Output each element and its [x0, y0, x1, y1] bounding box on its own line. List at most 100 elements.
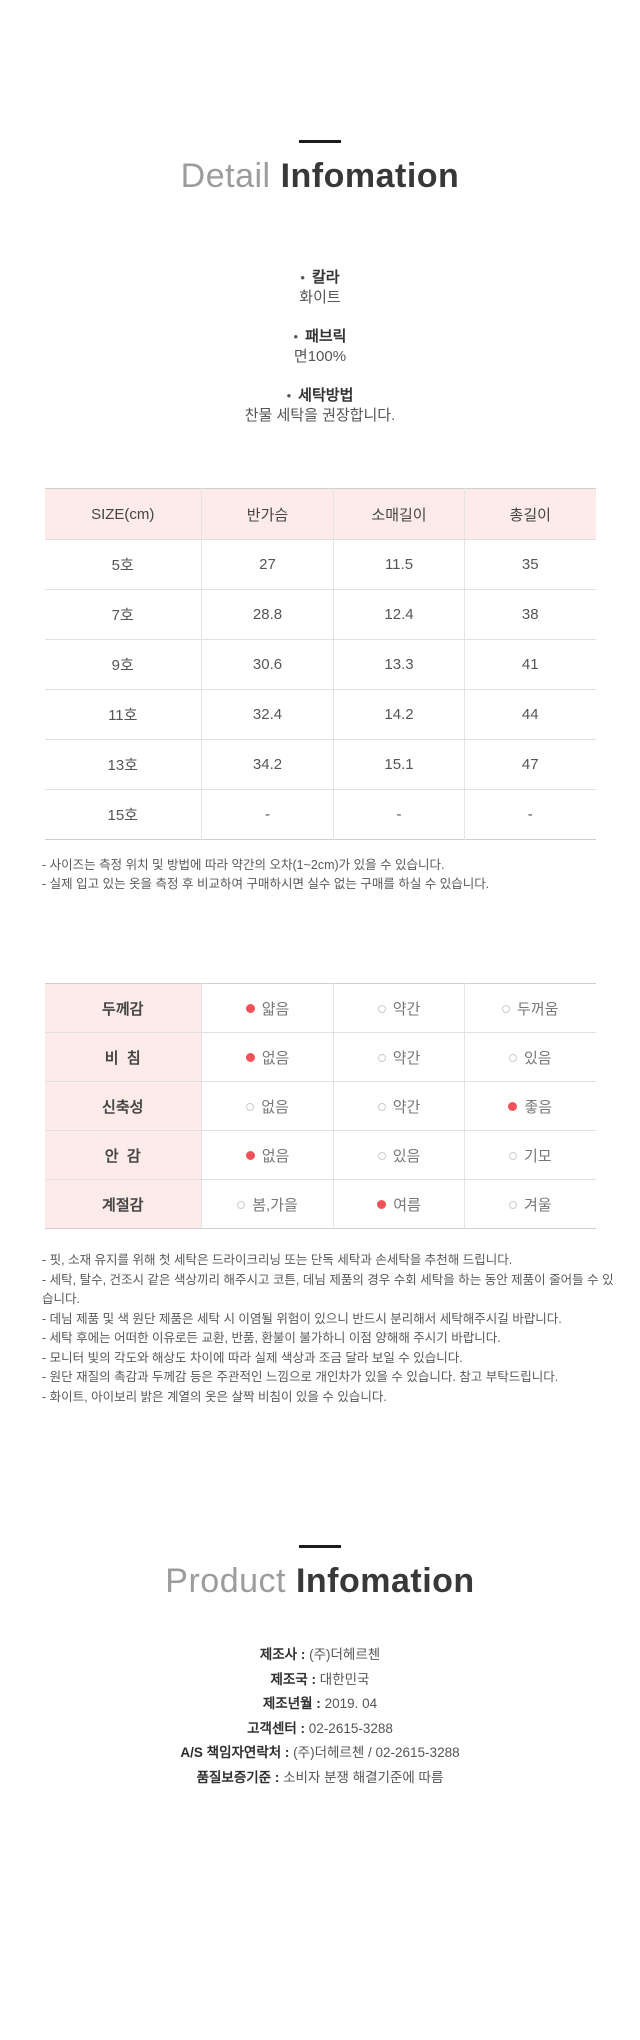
- unselected-dot-icon: [377, 1004, 386, 1013]
- feature-option-label: 약간: [392, 1000, 421, 1018]
- selected-dot-icon: [245, 1151, 255, 1161]
- size-table-row: 13호 34.2 15.1 47: [44, 739, 596, 790]
- size-cell-value: 30.6: [201, 639, 334, 690]
- size-cell-value: 38: [464, 589, 596, 640]
- size-cell-value: 32.4: [201, 689, 334, 740]
- feature-option: 있음: [464, 1032, 596, 1082]
- size-cell-value: 15.1: [333, 739, 465, 790]
- feature-table-body: 두께감 얇음 약간 두꺼움 비 침 없음 약간 있음 신축성 없음 약간 좋음 안 감 없음 있음 기모 계절감…: [44, 983, 596, 1229]
- size-cell-label: 13호: [44, 739, 202, 790]
- feature-option-label: 없음: [261, 1098, 289, 1116]
- size-cell-value: 27: [201, 539, 334, 590]
- size-note-line: - 사이즈는 측정 위치 및 방법에 따라 약간의 오차(1~2cm)가 있을 …: [42, 858, 445, 872]
- feature-option-label: 있음: [392, 1147, 421, 1165]
- product-info-value: 소비자 분쟁 해결기준에 따름: [283, 1769, 444, 1785]
- product-info-label: 제조사 :: [259, 1647, 310, 1662]
- product-info-value: 대한민국: [319, 1671, 370, 1687]
- spec-label: 세탁방법: [0, 386, 640, 406]
- feature-table-row: 두께감 얇음 약간 두꺼움: [44, 983, 596, 1033]
- size-cell-label: 15호: [44, 789, 202, 840]
- size-table-body: 5호 27 11.5 35 7호 28.8 12.4 38 9호 30.6 13.3 41 11호 32.…: [44, 539, 596, 840]
- unselected-dot-icon: [508, 1053, 517, 1062]
- care-note-line: - 핏, 소재 유지를 위해 첫 세탁은 드라이크리닝 또는 단독 세탁과 손세…: [42, 1253, 513, 1267]
- product-info-line: 고객센터 : 02-2615-3288: [0, 1717, 640, 1742]
- size-table-row: 11호 32.4 14.2 44: [44, 689, 596, 740]
- unselected-dot-icon: [377, 1053, 386, 1062]
- size-cell-label: 11호: [44, 689, 202, 740]
- care-note-line: - 세탁, 탈수, 건조시 같은 색상끼리 해주시고 코튼, 데님 제품의 경우…: [42, 1272, 614, 1307]
- feature-option: 겨울: [465, 1180, 596, 1229]
- product-info-value: (주)더헤르첸 / 02-2615-3288: [293, 1745, 460, 1760]
- product-info-list: 제조사 : (주)더헤르첸 제조국 : 대한민국 제조년월 : 2019. 04 고객…: [0, 1643, 640, 1790]
- unselected-dot-icon: [502, 1004, 511, 1013]
- feature-table-row: 계절감 봄,가을 여름 겨울: [44, 1179, 596, 1229]
- feature-option-label: 겨울: [523, 1196, 552, 1214]
- feature-option-label: 약간: [392, 1049, 421, 1067]
- size-table-row: 15호 - - -: [44, 789, 596, 840]
- size-cell-label: 9호: [44, 639, 202, 690]
- size-col-header: 총길이: [464, 488, 596, 540]
- product-info-label: 품질보증기준 :: [196, 1769, 284, 1785]
- unselected-dot-icon: [508, 1151, 517, 1160]
- product-title-bold: Infomation: [295, 1562, 475, 1600]
- feature-option-label: 여름: [393, 1196, 421, 1214]
- product-info-label: A/S 책임자연락처 :: [180, 1745, 294, 1760]
- feature-option-label: 있음: [523, 1049, 552, 1067]
- care-note-line: - 원단 재질의 촉감과 두께감 등은 주관적인 느낌으로 개인차가 있을 수 …: [42, 1370, 559, 1384]
- size-cell-label: 7호: [44, 589, 202, 640]
- size-cell-value: 35: [464, 539, 596, 590]
- feature-label: 두께감: [44, 983, 202, 1033]
- size-cell-value: 11.5: [333, 539, 465, 590]
- feature-option: 두꺼움: [464, 983, 596, 1033]
- feature-option-label: 좋음: [524, 1098, 553, 1116]
- care-note-line: - 세탁 후에는 어떠한 이유로든 교환, 반품, 환불이 불가하니 이점 양해…: [42, 1331, 501, 1345]
- feature-option: 약간: [333, 1081, 465, 1131]
- feature-option: 없음: [201, 1130, 334, 1180]
- feature-option: 여름: [333, 1179, 465, 1229]
- size-table-row: 5호 27 11.5 35: [44, 539, 596, 590]
- product-title-light: Product: [165, 1562, 286, 1600]
- feature-option-label: 두꺼움: [517, 1000, 559, 1018]
- product-info-value: (주)더헤르첸: [309, 1647, 381, 1662]
- feature-option: 기모: [464, 1130, 596, 1180]
- size-col-header: SIZE(cm): [44, 488, 202, 540]
- product-info-label: 제조년월 :: [262, 1696, 325, 1711]
- size-table-row: 9호 30.6 13.3 41: [44, 639, 596, 690]
- spec-label: 패브릭: [0, 327, 640, 347]
- feature-table-row: 비 침 없음 약간 있음: [44, 1032, 596, 1082]
- feature-option: 없음: [201, 1081, 334, 1131]
- size-col-header: 소매길이: [333, 488, 465, 540]
- detail-section-title: Detail Infomation: [0, 156, 640, 196]
- feature-table-row: 신축성 없음 약간 좋음: [44, 1081, 596, 1131]
- product-info-value: 02-2615-3288: [308, 1720, 393, 1736]
- care-note-line: - 모니터 빛의 각도와 해상도 차이에 따라 실제 색상과 조금 달라 보일 …: [42, 1350, 463, 1365]
- feature-label: 계절감: [44, 1179, 202, 1229]
- size-cell-value: 28.8: [201, 589, 334, 640]
- feature-table: 두께감 얇음 약간 두꺼움 비 침 없음 약간 있음 신축성 없음 약간 좋음 안 감 없음 있음 기모 계절감…: [44, 983, 596, 1229]
- selected-dot-icon: [245, 1004, 255, 1014]
- size-note-line: - 실제 입고 있는 옷을 측정 후 비교하여 구매하시면 실수 없는 구매를 …: [42, 877, 490, 891]
- unselected-dot-icon: [377, 1151, 386, 1160]
- feature-label: 신축성: [44, 1081, 202, 1131]
- feature-table-row: 안 감 없음 있음 기모: [44, 1130, 596, 1180]
- feature-label: 비 침: [44, 1032, 202, 1082]
- care-note-line: - 화이트, 아이보리 밝은 계열의 옷은 살짝 비침이 있을 수 있습니다.: [42, 1389, 387, 1404]
- product-info-line: 제조국 : 대한민국: [0, 1668, 640, 1693]
- feature-option-label: 약간: [392, 1098, 421, 1116]
- size-col-header: 반가슴: [201, 488, 334, 540]
- size-table-header-row: SIZE(cm) 반가슴 소매길이 총길이: [44, 488, 596, 540]
- feature-option-label: 봄,가을: [252, 1196, 298, 1214]
- feature-option: 봄,가을: [201, 1179, 334, 1229]
- care-note-line: - 데님 제품 및 색 원단 제품은 세탁 시 이염될 위험이 있으니 반드시 …: [42, 1311, 562, 1326]
- unselected-dot-icon: [508, 1200, 517, 1209]
- product-info-label: 고객센터 :: [247, 1720, 309, 1736]
- feature-label: 안 감: [44, 1130, 202, 1180]
- spec-label: 칼라: [0, 268, 640, 288]
- unselected-dot-icon: [377, 1102, 386, 1111]
- size-cell-value: 13.3: [333, 639, 465, 690]
- size-table: SIZE(cm) 반가슴 소매길이 총길이 5호 27 11.5 35 7호 28.8 12.4 3…: [44, 488, 596, 840]
- feature-option: 있음: [333, 1130, 465, 1180]
- product-info-line: 제조년월 : 2019. 04: [0, 1692, 640, 1717]
